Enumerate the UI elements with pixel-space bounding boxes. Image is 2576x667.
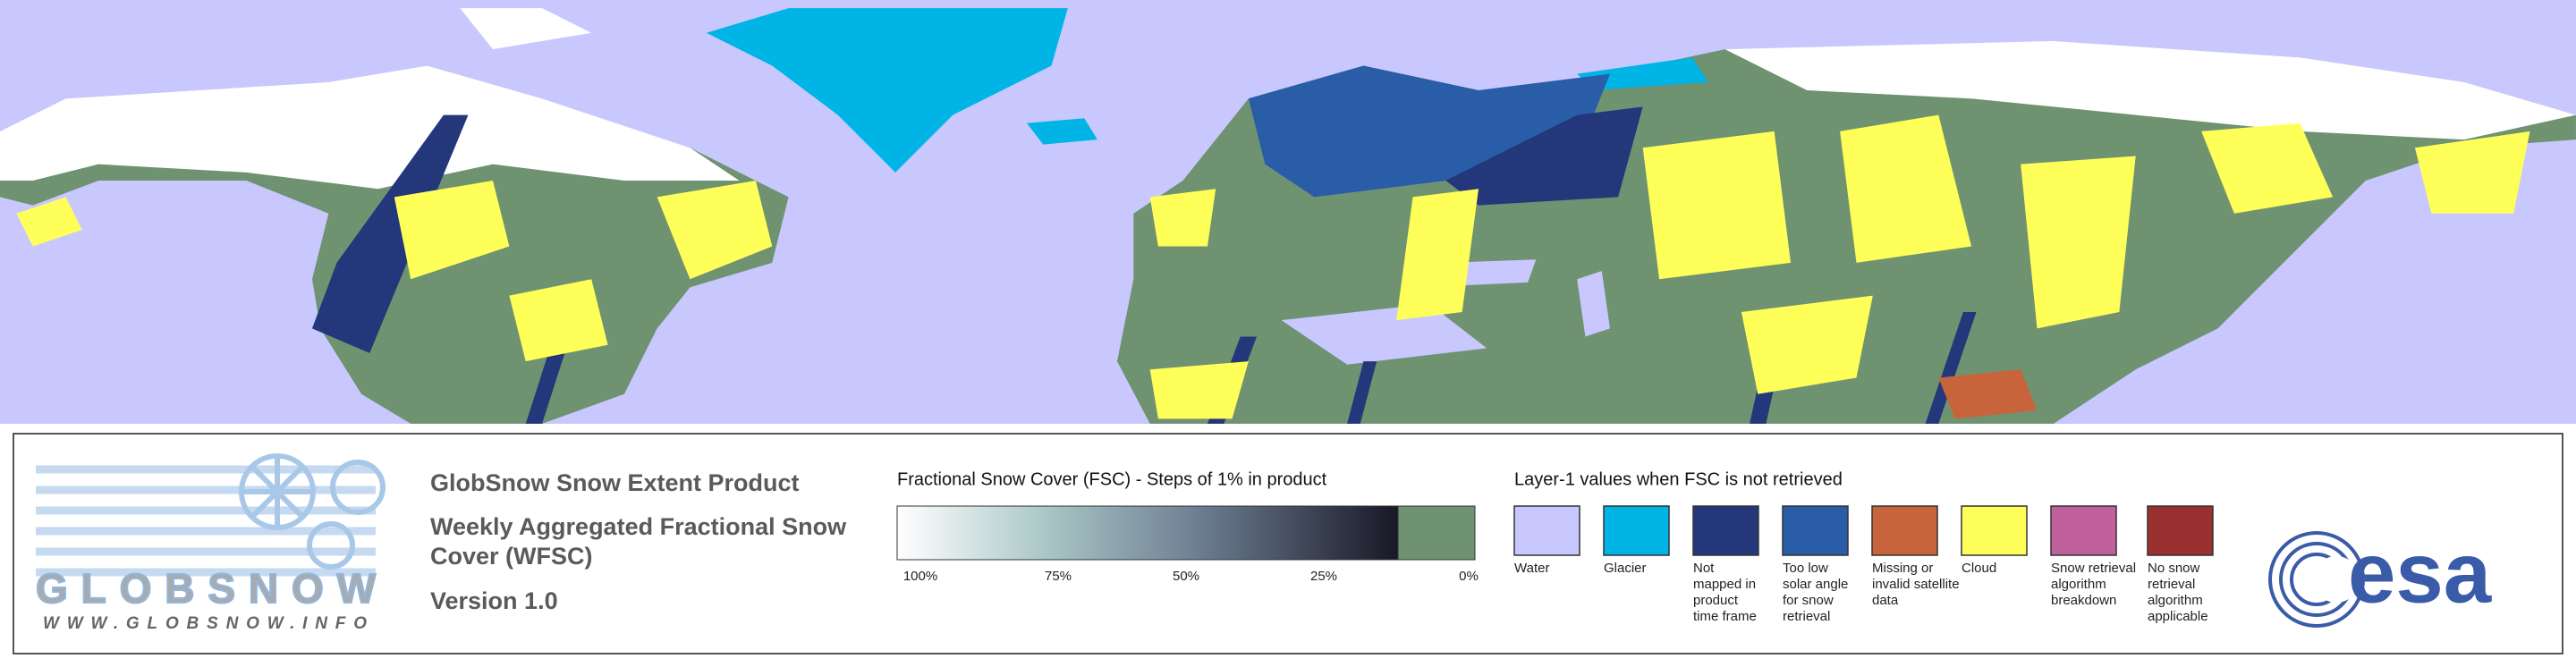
layer1-swatch (1692, 505, 1759, 556)
esa-wordmark: esa (2348, 525, 2492, 621)
esa-logo: esa (2268, 525, 2492, 628)
layer1-label: Not (1693, 561, 1715, 576)
layer1-label: solar angle (1783, 577, 1848, 592)
fsc-tick-label: 50% (1173, 569, 1199, 584)
fsc-tick-label: 100% (903, 569, 937, 584)
fsc-tick-label: 75% (1045, 569, 1072, 584)
layer1-swatch (1603, 505, 1670, 556)
layer1-label: algorithm (2148, 593, 2203, 608)
layer1-swatch (2050, 505, 2117, 556)
product-version: Version 1.0 (430, 587, 558, 614)
layer1-label: time frame (1693, 609, 1757, 624)
layer1-label: mapped in (1693, 577, 1756, 592)
layer1-label: No snow (2148, 561, 2200, 576)
fsc-scale-title: Fractional Snow Cover (FSC) - Steps of 1… (897, 469, 1327, 489)
snowflakes (239, 453, 386, 570)
layer1-label: Too low (1783, 561, 1828, 576)
layer1-label: product (1693, 593, 1739, 608)
fsc-ticks: 100% 75% 50% 25% 0% (903, 569, 1479, 584)
layer1-label: Snow retrieval (2051, 561, 2136, 576)
fsc-gradient (896, 505, 1399, 561)
map (0, 0, 2576, 424)
product-title: GlobSnow Snow Extent Product (430, 469, 800, 496)
land (0, 8, 2576, 424)
esa-emblem-core (2313, 556, 2360, 603)
layer1-swatch (2147, 505, 2214, 556)
layer1-swatch (1782, 505, 1849, 556)
layer1-label: Missing or (1872, 561, 1933, 576)
product-subtitle: Weekly Aggregated Fractional Snow (430, 513, 847, 540)
fsc-tick-label: 25% (1310, 569, 1337, 584)
layer1-label: Water (1514, 561, 1549, 576)
layer1-label: data (1872, 593, 1899, 608)
layer1-swatch (1513, 505, 1580, 556)
layer1-label: invalid satellite (1872, 577, 1960, 592)
layer1-label: Glacier (1604, 561, 1647, 576)
layer1-swatch (1871, 505, 1938, 556)
layer1-title: Layer-1 values when FSC is not retrieved (1514, 469, 1843, 489)
layer1-label: applicable (2148, 609, 2208, 624)
layer1-swatch (1961, 505, 2028, 556)
layer1-label: retrieval (1783, 609, 1830, 624)
layer1-label: Cloud (1962, 561, 1996, 576)
fsc-tick-label: 0% (1459, 569, 1479, 584)
fsc-zero-block (1397, 505, 1476, 561)
layer1-label: breakdown (2051, 593, 2116, 608)
logo-stripes (36, 465, 376, 577)
layer1-label: retrieval (2148, 577, 2195, 592)
layer1-label: algorithm (2051, 577, 2106, 592)
product-subtitle: Cover (WFSC) (430, 543, 593, 570)
layer1-label: for snow (1783, 593, 1834, 608)
